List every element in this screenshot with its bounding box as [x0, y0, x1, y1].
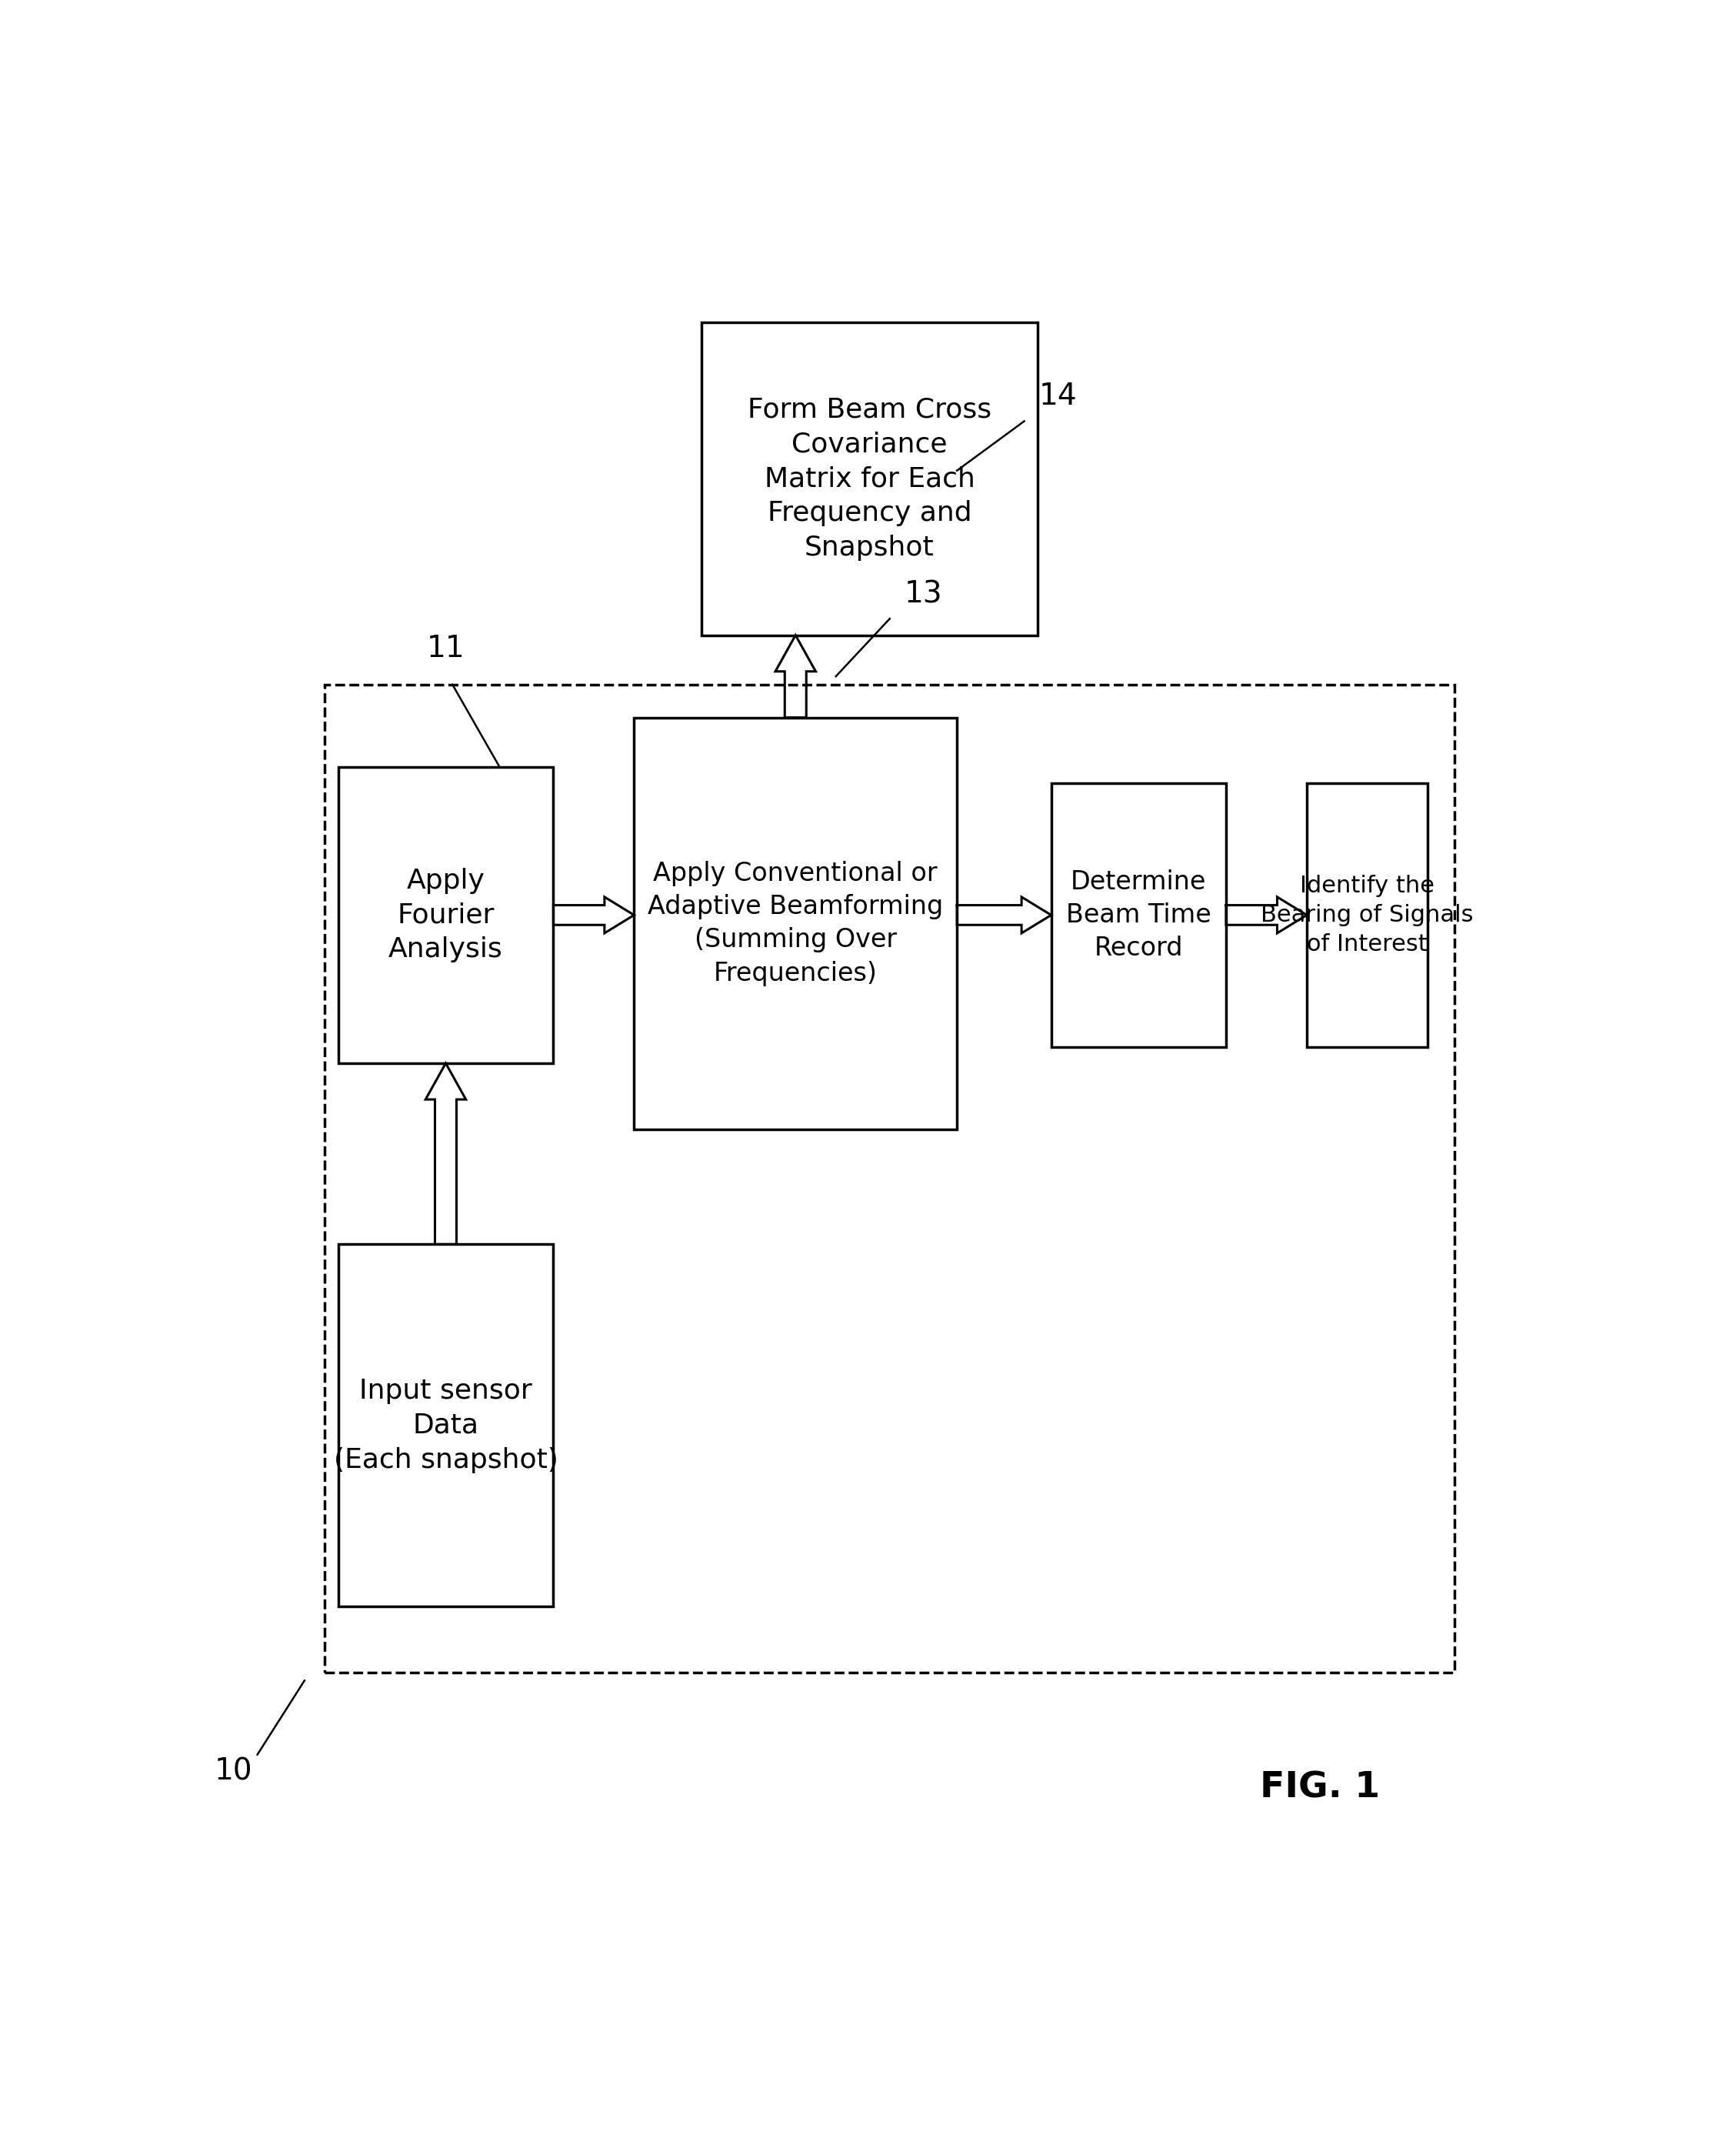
Text: 13: 13 [904, 579, 943, 609]
Text: FIG. 1: FIG. 1 [1260, 1770, 1380, 1804]
Text: 14: 14 [1038, 383, 1076, 410]
Bar [701, 323, 1038, 635]
Text: Input sensor
Data
(Each snapshot): Input sensor Data (Each snapshot) [333, 1377, 557, 1473]
Bar [634, 718, 957, 1129]
Bar [1050, 783, 1226, 1048]
Text: Apply
Fourier
Analysis: Apply Fourier Analysis [389, 868, 503, 962]
Text: Determine
Beam Time
Record: Determine Beam Time Record [1066, 868, 1212, 962]
Bar [339, 768, 554, 1063]
Bar [1307, 783, 1427, 1048]
Text: Identify the
Bearing of Signals
of Interest: Identify the Bearing of Signals of Inter… [1260, 874, 1474, 956]
Bar [339, 1244, 554, 1606]
Text: Apply Conventional or
Adaptive Beamforming
(Summing Over
Frequencies): Apply Conventional or Adaptive Beamformi… [648, 859, 943, 986]
Text: 10: 10 [214, 1757, 252, 1785]
Bar [325, 684, 1455, 1672]
Text: Form Beam Cross
Covariance
Matrix for Each
Frequency and
Snapshot: Form Beam Cross Covariance Matrix for Ea… [748, 398, 991, 560]
Text: 11: 11 [427, 633, 465, 663]
